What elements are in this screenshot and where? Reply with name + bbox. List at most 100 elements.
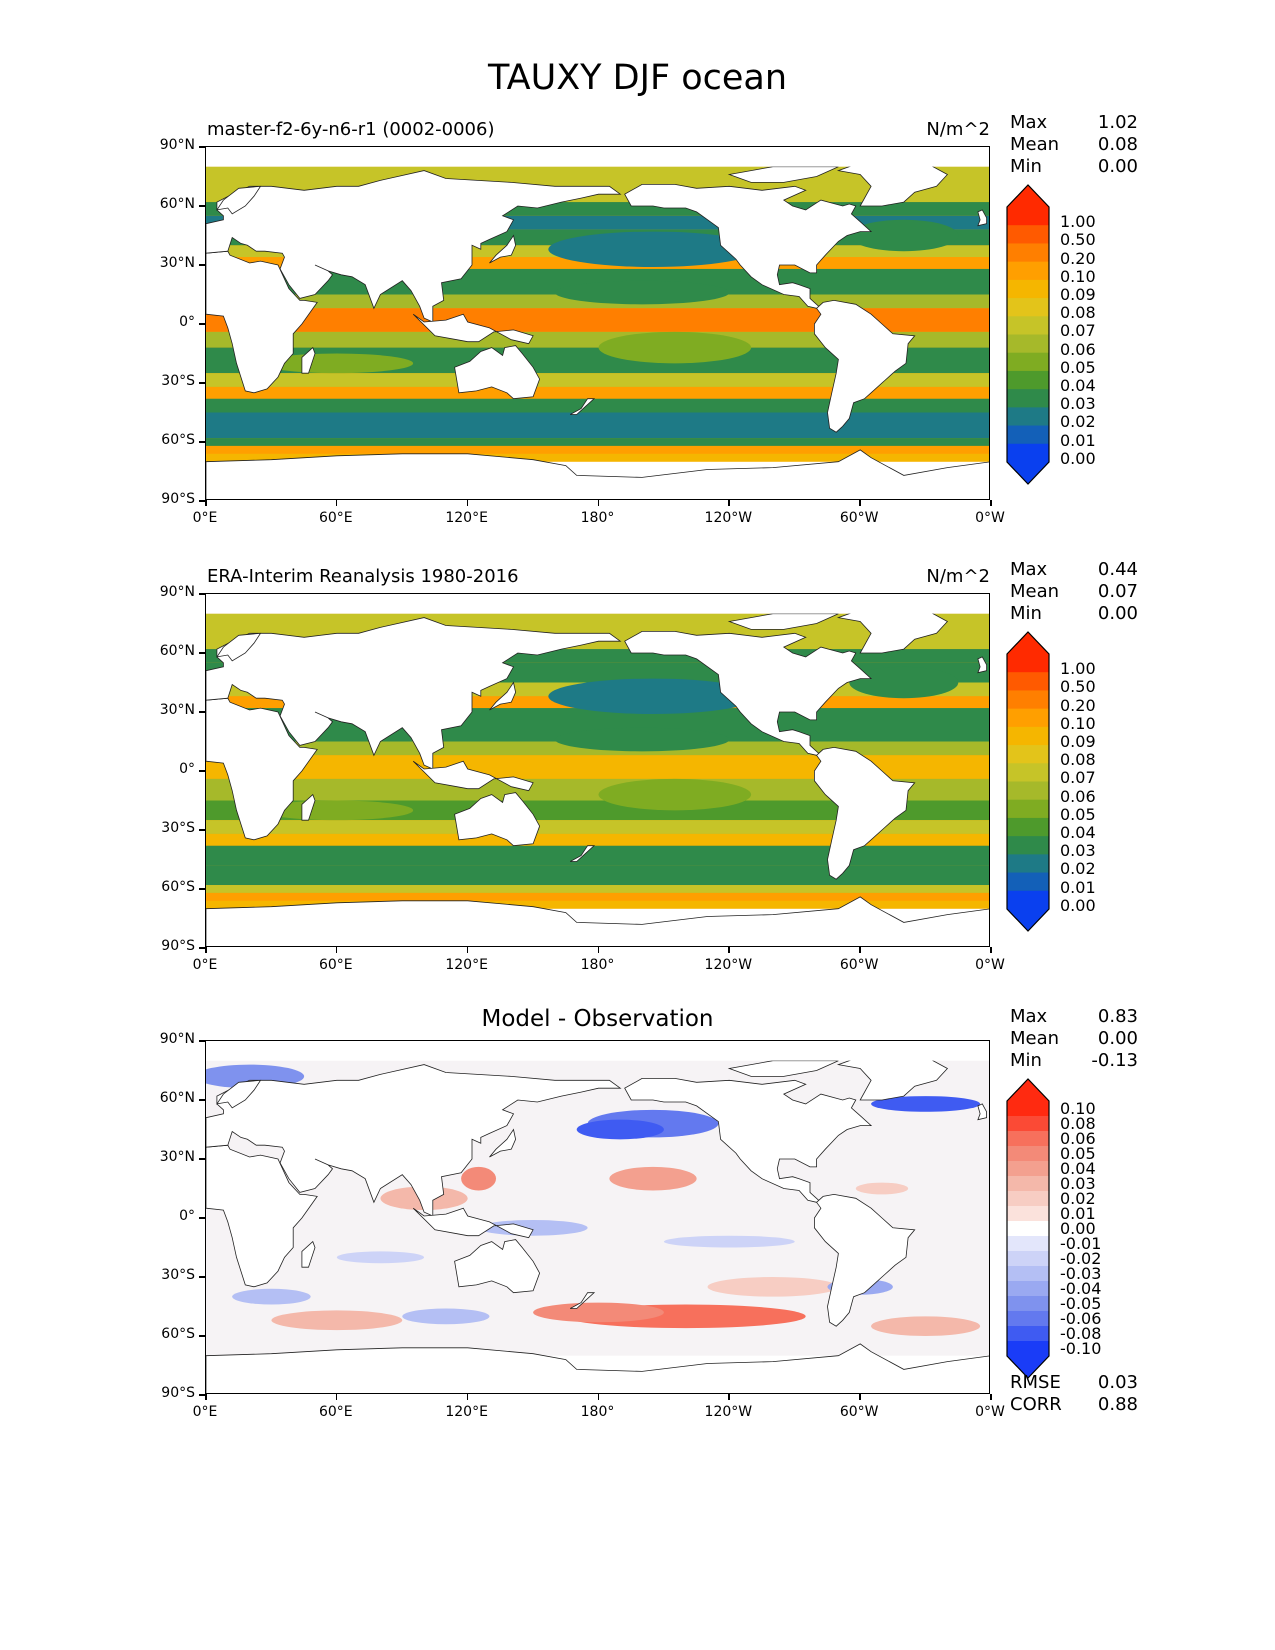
y-tick-label: 0°	[179, 314, 195, 330]
y-tick-mark	[199, 382, 205, 384]
colorbar-segment	[1007, 654, 1049, 673]
x-tick-mark	[597, 947, 599, 953]
colorbar-segment	[1007, 1326, 1049, 1342]
colorbar-svg	[1006, 184, 1050, 485]
coastline-madagascar	[301, 346, 316, 374]
anomaly-blob	[576, 1119, 664, 1140]
coastline-madagascar	[301, 793, 316, 821]
coastline-australia	[454, 792, 541, 847]
map-svg	[206, 594, 989, 946]
x-tick-mark	[466, 1394, 469, 1400]
gyre-blob	[260, 353, 414, 374]
stat-value: 0.07	[1097, 581, 1138, 602]
colorbar-segment	[1007, 1251, 1049, 1267]
x-tick-mark	[466, 500, 469, 506]
stat-value: 0.83	[1097, 1006, 1138, 1027]
y-tick-mark	[199, 652, 205, 654]
x-tick-label: 60°E	[318, 510, 353, 526]
colorbar-tick-label: -0.03	[1060, 1264, 1102, 1284]
gyre-blob	[598, 331, 752, 364]
panel1-map	[205, 146, 990, 500]
stat-value: 0.44	[1097, 559, 1138, 580]
colorbar-segment	[1007, 1161, 1049, 1177]
stat-row: RMSE 0.03	[1010, 1372, 1138, 1394]
y-tick-label: 60°S	[161, 432, 195, 448]
coastline-antarctica	[206, 896, 989, 946]
y-tick-label: 60°S	[161, 1326, 195, 1342]
y-tick-label: 30°S	[161, 1267, 195, 1283]
polar-mask-north	[206, 1041, 989, 1061]
x-tick-mark	[859, 500, 861, 506]
y-tick-mark	[199, 1040, 205, 1042]
colorbar-tick-label: 0.07	[1060, 768, 1096, 788]
coastline-scandinavia	[216, 185, 262, 215]
colorbar-segment	[1007, 890, 1049, 910]
colorbar-segment	[1007, 1296, 1049, 1312]
colorbar-tick-label: 0.08	[1060, 303, 1096, 323]
x-tick-label: 120°W	[704, 1404, 753, 1420]
colorbar-segment	[1007, 781, 1049, 801]
stress-band	[206, 453, 989, 462]
stress-band	[206, 412, 989, 439]
anomaly-blob	[707, 1277, 839, 1297]
panel1-colorbar: 1.00 0.50 0.20 0.10 0.09 0.08 0.07 0.06 0.05 0.04…	[1006, 184, 1096, 489]
x-tick-label: 0°W	[975, 510, 1005, 526]
anomaly-blob	[232, 1288, 311, 1305]
x-tick-mark	[728, 1394, 730, 1400]
stress-band	[206, 331, 989, 348]
stat-value: 0.00	[1097, 603, 1138, 624]
x-tick-label: 120°W	[704, 957, 753, 973]
y-tick-mark	[199, 888, 205, 890]
colorbar-tick-label: 0.03	[1060, 841, 1096, 861]
panel1-stats: Max 1.02 Mean 0.08 Min 0.00	[1010, 112, 1138, 178]
y-tick-mark	[199, 146, 205, 148]
colorbar-segment	[1007, 817, 1049, 837]
colorbar-tick-label: 0.10	[1060, 713, 1096, 733]
y-tick-mark	[199, 1158, 205, 1160]
x-tick-label: 60°E	[318, 957, 353, 973]
y-tick-label: 60°N	[159, 643, 195, 659]
y-tick-label: 90°N	[159, 137, 195, 153]
colorbar-segment	[1007, 672, 1049, 691]
stat-label: Mean	[1010, 1028, 1060, 1049]
anomaly-blob	[461, 1166, 497, 1191]
stat-label: Min	[1010, 603, 1042, 624]
stress-band	[206, 398, 989, 413]
x-tick-label: 60°W	[839, 1404, 879, 1420]
coastline-uk	[977, 209, 987, 227]
y-tick-mark	[199, 500, 205, 502]
stat-row: Min -0.13	[1010, 1050, 1138, 1072]
y-tick-mark	[199, 1394, 205, 1396]
x-tick-label: 0°W	[975, 957, 1005, 973]
coastline-scandinavia	[216, 632, 262, 662]
y-tick-label: 0°	[179, 1208, 195, 1224]
colorbar-tick-label: -0.06	[1060, 1309, 1102, 1329]
colorbar-tick-label: 0.20	[1060, 695, 1096, 715]
coastline-antarctica	[206, 449, 989, 499]
colorbar-segment	[1007, 443, 1049, 463]
coastline-uk	[977, 1103, 987, 1121]
anomaly-blob	[271, 1310, 403, 1331]
stat-label: Max	[1010, 559, 1048, 580]
colorbar-tick-label: 0.10	[1060, 1099, 1096, 1119]
anomaly-blob	[871, 1316, 981, 1336]
stat-label: Mean	[1010, 581, 1060, 602]
colorbar-tick-label: -0.04	[1060, 1279, 1102, 1299]
stat-label: Mean	[1010, 134, 1060, 155]
colorbar-extend-max	[1007, 1079, 1049, 1101]
x-tick-mark	[990, 1394, 992, 1400]
colorbar-segment	[1007, 1341, 1049, 1357]
y-tick-mark	[199, 711, 205, 713]
colorbar-extend-max	[1007, 185, 1049, 207]
stat-value: 0.03	[1097, 1372, 1138, 1393]
stat-row: Max 0.44	[1010, 559, 1138, 581]
colorbar-tick-label: 0.08	[1060, 750, 1096, 770]
stat-label: RMSE	[1010, 1372, 1061, 1393]
stat-label: Max	[1010, 112, 1048, 133]
coastline-eurasia	[206, 617, 622, 770]
anomaly-blob	[855, 1182, 909, 1195]
coastline-namerica	[624, 1078, 873, 1203]
colorbar-svg	[1006, 631, 1050, 932]
stat-value: 1.02	[1097, 112, 1138, 133]
stat-row: Min 0.00	[1010, 156, 1138, 178]
